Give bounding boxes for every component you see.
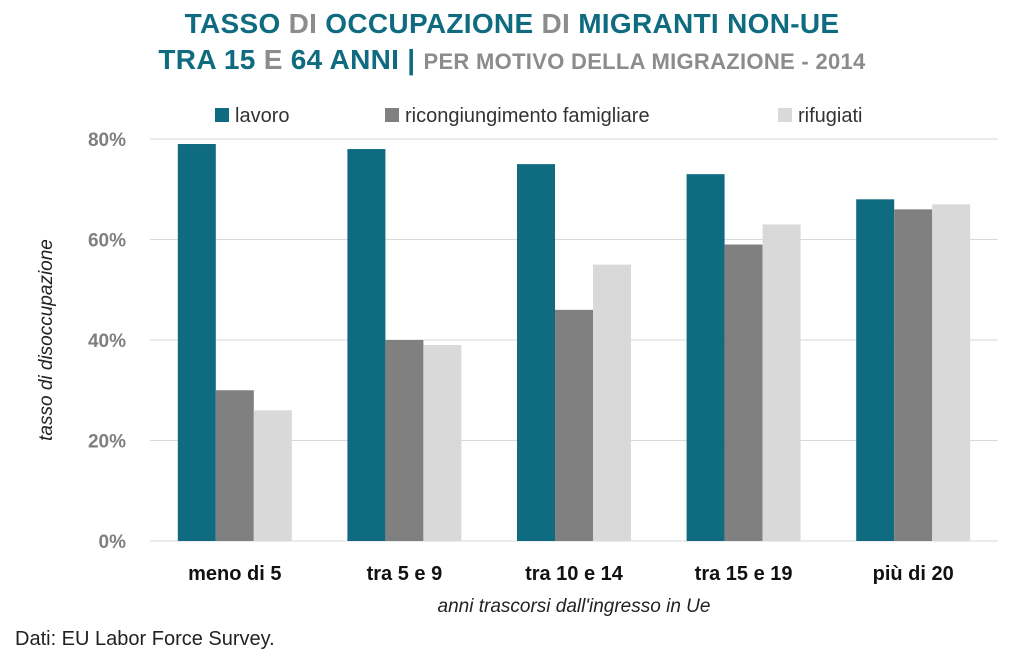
title-part: TASSO: [184, 8, 289, 39]
legend-swatch: [385, 108, 399, 122]
legend-swatch: [215, 108, 229, 122]
chart-title-line2: TRA 15 E 64 ANNI | PER MOTIVO DELLA MIGR…: [0, 44, 1024, 76]
bar-ricongiungimento-3: [555, 309, 593, 541]
chart-title-line1: TASSO DI OCCUPAZIONE DI MIGRANTI NON-UE: [0, 8, 1024, 40]
x-category-label: tra 5 e 9: [367, 563, 443, 585]
title-part: OCCUPAZIONE: [325, 8, 542, 39]
x-axis-title: anni trascorsi dall'ingresso in Ue: [438, 596, 711, 617]
title-part: DI: [288, 8, 326, 39]
bar-rifugiati-2: [423, 345, 462, 541]
x-category-label: meno di 5: [188, 563, 281, 585]
bar-ricongiungimento-5: [894, 209, 933, 541]
y-tick-label: 40%: [88, 331, 126, 352]
y-axis-ticks: 0% 20% 40% 60% 80%: [88, 130, 126, 553]
legend: lavoro ricongiungimento famigliare rifugia…: [215, 105, 862, 127]
source-note: Dati: EU Labor Force Survey.: [15, 628, 275, 650]
bar-ricongiungimento-4: [724, 244, 763, 541]
bar-rifugiati-4: [762, 224, 801, 542]
bar-lavoro-1: [177, 144, 216, 541]
y-axis-title: tasso di disoccupazione: [36, 239, 57, 441]
legend-swatch: [778, 108, 792, 122]
x-category-label: tra 15 e 19: [695, 563, 793, 585]
x-category-label: tra 10 e 14: [525, 563, 624, 585]
legend-label: rifugiati: [798, 105, 862, 127]
bars: [177, 144, 971, 542]
bar-lavoro-4: [686, 174, 725, 542]
y-tick-label: 60%: [88, 231, 126, 252]
bar-rifugiati-1: [253, 410, 292, 541]
legend-label: ricongiungimento famigliare: [405, 105, 650, 127]
title-part: E: [263, 44, 291, 75]
bar-lavoro-3: [517, 164, 555, 541]
y-tick-label: 80%: [88, 130, 126, 151]
legend-label: lavoro: [235, 105, 289, 127]
y-tick-label: 0%: [99, 532, 127, 553]
chart-subtitle: PER MOTIVO DELLA MIGRAZIONE - 2014: [423, 49, 866, 74]
bar-rifugiati-5: [932, 204, 971, 541]
bar-ricongiungimento-2: [385, 340, 424, 541]
title-part: TRA 15: [158, 44, 264, 75]
x-category-label: più di 20: [873, 563, 954, 585]
title-part: MIGRANTI NON-UE: [578, 8, 840, 39]
title-part: DI: [541, 8, 579, 39]
y-tick-label: 20%: [88, 432, 126, 453]
bar-ricongiungimento-1: [215, 390, 254, 541]
title-part: 64 ANNI |: [290, 44, 424, 75]
bar-rifugiati-3: [593, 264, 631, 541]
x-axis-labels: meno di 5 tra 5 e 9 tra 10 e 14 tra 15 e 19…: [188, 563, 954, 585]
bar-lavoro-5: [856, 199, 895, 542]
bar-lavoro-2: [347, 149, 386, 542]
